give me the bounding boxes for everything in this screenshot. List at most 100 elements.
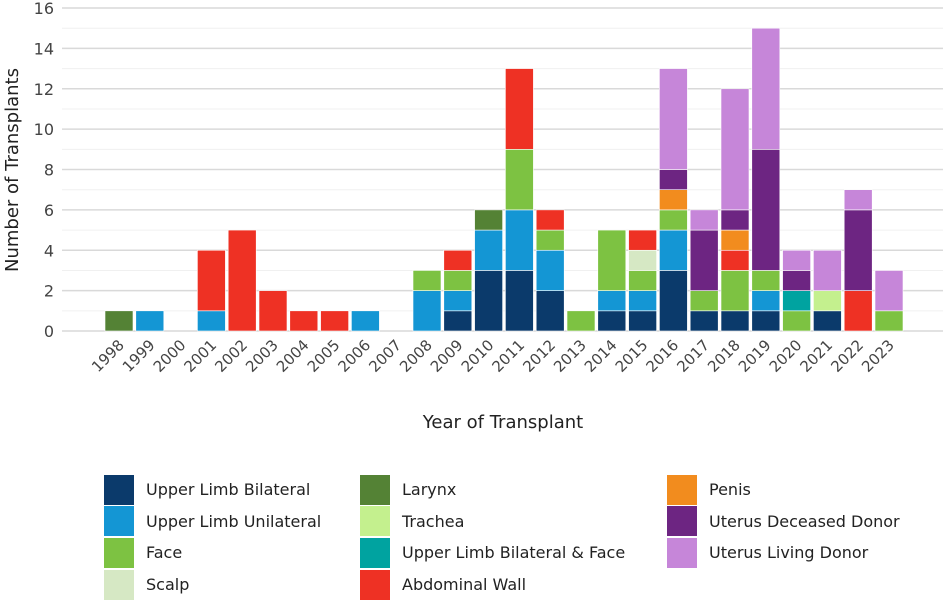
bar-segment-2014-face (597, 229, 627, 291)
bar-segment-2016-uterus-living-donor (659, 68, 688, 170)
bar-segment-2021-uterus-living-donor (813, 249, 842, 291)
x-tick-label: 2009 (427, 336, 467, 376)
bar-segment-2005-abdominal-wall (320, 310, 349, 332)
bar-segment-2015-abdominal-wall (628, 229, 657, 251)
bar-segment-2017-uterus-deceased-donor (689, 229, 719, 291)
bar-segment-2022-abdominal-wall (843, 290, 873, 332)
bar-segment-2018-upper-limb-bilateral (720, 310, 750, 332)
y-tick-label: 8 (44, 161, 54, 180)
bar-segment-2012-upper-limb-bilateral (535, 290, 565, 332)
legend-label: Face (146, 543, 183, 563)
legend-swatch (104, 506, 134, 537)
bar-segment-2018-face (720, 270, 750, 312)
y-tick-label: 10 (34, 120, 54, 139)
x-tick-label: 2006 (334, 336, 374, 376)
bar-segment-2011-abdominal-wall (505, 68, 534, 150)
x-tick-label: 2013 (550, 336, 590, 376)
x-tick-label: 2018 (704, 336, 744, 376)
legend-item: Larynx (360, 474, 456, 505)
legend-item: Upper Limb Bilateral & Face (360, 537, 625, 568)
bar-segment-2006-upper-limb-unilateral (351, 310, 380, 332)
legend-swatch (667, 506, 697, 537)
legend-item: Penis (667, 474, 751, 505)
y-tick-label: 4 (44, 241, 54, 260)
bar-segment-2018-abdominal-wall (720, 249, 750, 271)
bar-segment-1999-upper-limb-unilateral (135, 310, 165, 332)
x-tick-label: 1998 (88, 336, 128, 376)
bar-segment-2009-face (443, 270, 473, 291)
bar-segment-2022-uterus-deceased-donor (843, 209, 873, 291)
legend-swatch (667, 537, 697, 568)
x-axis-title: Year of Transplant (422, 412, 583, 433)
bar-segment-2008-face (412, 270, 442, 291)
bar-segment-2019-face (751, 270, 781, 291)
y-tick-label: 2 (44, 282, 54, 301)
bar-segment-2023-uterus-living-donor (874, 270, 904, 312)
legend-label: Abdominal Wall (402, 575, 527, 595)
x-tick-label: 2007 (365, 336, 405, 376)
y-axis-title: Number of Transplants (2, 68, 23, 272)
legend-swatch (104, 537, 134, 568)
legend-label: Scalp (146, 575, 190, 595)
bar-segment-2016-face (659, 209, 688, 231)
bar-segment-2008-upper-limb-unilateral (412, 290, 442, 332)
legend-label: Uterus Living Donor (709, 543, 869, 563)
bar-segment-2012-upper-limb-unilateral (535, 249, 565, 291)
bar-segment-2016-upper-limb-unilateral (659, 229, 688, 271)
bar-segment-2017-uterus-living-donor (689, 209, 719, 231)
bar-segment-2001-upper-limb-unilateral (197, 310, 226, 332)
x-tick-label: 2011 (488, 336, 528, 376)
bar-segment-2013-face (566, 310, 596, 332)
legend-label: Trachea (402, 511, 465, 531)
x-tick-label: 2023 (858, 336, 898, 376)
x-tick-label: 2005 (304, 336, 344, 376)
bar-segment-2009-upper-limb-bilateral (443, 310, 473, 332)
x-tick-label: 2016 (642, 336, 682, 376)
bar-segment-2014-upper-limb-unilateral (597, 290, 627, 312)
legend-label: Uterus Deceased Donor (709, 511, 900, 531)
x-tick-label: 2000 (150, 336, 190, 376)
legend: Upper Limb Bilateral Upper Limb Unilatera… (104, 474, 944, 600)
y-tick-label: 6 (44, 201, 54, 220)
bar-segment-2009-upper-limb-unilateral (443, 290, 473, 312)
bar-segment-2021-upper-limb-bilateral (813, 310, 842, 332)
legend-item: Upper Limb Bilateral (104, 474, 310, 505)
bar-segment-2017-face (689, 290, 719, 312)
x-tick-label: 2003 (242, 336, 282, 376)
bar-segment-2021-trachea (813, 290, 842, 312)
bar-segment-2019-upper-limb-unilateral (751, 290, 781, 312)
bar-segment-2004-abdominal-wall (289, 310, 319, 332)
legend-swatch (360, 537, 390, 568)
bar-segment-2010-upper-limb-bilateral (474, 270, 503, 332)
x-tick-label: 2017 (673, 336, 713, 376)
legend-swatch (104, 474, 134, 505)
legend-item: Uterus Living Donor (667, 537, 868, 568)
legend-item: Trachea (360, 506, 464, 537)
legend-swatch (360, 506, 390, 537)
bar-segment-2019-upper-limb-bilateral (751, 310, 781, 332)
bar-segment-2017-upper-limb-bilateral (689, 310, 719, 332)
x-tick-label: 2002 (211, 336, 251, 376)
bar-segment-2015-upper-limb-bilateral (628, 310, 657, 332)
x-tick-label: 2020 (766, 336, 806, 376)
bar-segment-2003-abdominal-wall (258, 290, 288, 332)
legend-label: Penis (709, 480, 751, 499)
bar-segment-2020-uterus-deceased-donor (782, 270, 811, 291)
legend-swatch (104, 569, 134, 600)
bar-segment-2016-upper-limb-bilateral (659, 270, 688, 332)
x-tick-label: 2001 (180, 336, 220, 376)
legend-item: Scalp (104, 569, 189, 600)
bar-segment-2018-uterus-deceased-donor (720, 209, 750, 231)
y-tick-label: 12 (34, 80, 54, 99)
legend-item: Uterus Deceased Donor (667, 506, 900, 537)
bar-segment-2011-upper-limb-unilateral (505, 209, 534, 271)
bar-segment-2018-penis (720, 229, 750, 251)
x-tick-label: 2010 (458, 336, 498, 376)
legend-swatch (360, 569, 390, 600)
x-tick-label: 2008 (396, 336, 436, 376)
bar-segment-2016-uterus-deceased-donor (659, 169, 688, 190)
legend-label: Upper Limb Unilateral (146, 511, 322, 531)
y-tick-label: 16 (34, 0, 54, 18)
